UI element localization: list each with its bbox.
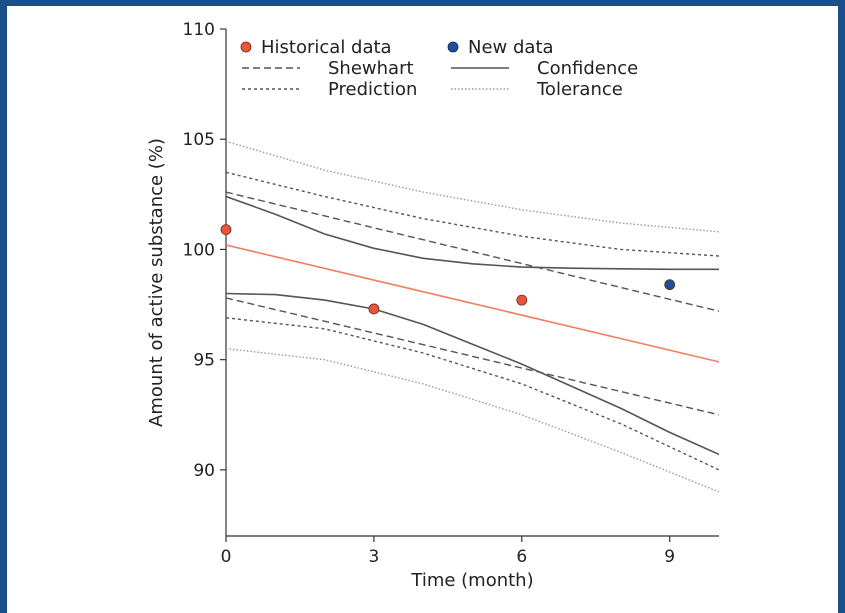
series-line-fit-0 <box>226 244 719 363</box>
legend-label-prediction: Prediction <box>328 79 417 100</box>
series-line-confidence-3 <box>226 195 719 271</box>
data-point-new-data-0 <box>664 279 676 291</box>
series-lines <box>226 140 719 493</box>
series-line-confidence-4 <box>226 292 719 456</box>
data-point-historical-data-1 <box>368 303 380 315</box>
x-tick-label-3: 3 <box>368 547 379 567</box>
legend-label-shewhart: Shewhart <box>328 58 414 79</box>
legend-marker-historical-data <box>240 41 252 53</box>
y-tick-label-95: 95 <box>193 351 215 371</box>
legend-label-new-data: New data <box>468 37 554 58</box>
legend-marker-new-data <box>447 41 459 53</box>
x-axis-title: Time (month) <box>410 570 533 591</box>
y-tick-label-100: 100 <box>183 240 215 260</box>
chart: 90 95 100 105 110 0 3 6 9 Time (month) Amount of a… <box>146 20 719 591</box>
y-tick-label-110: 110 <box>183 20 215 40</box>
data-point-historical-data-2 <box>516 294 528 306</box>
series-line-tolerance-7 <box>226 140 719 233</box>
series-line-shewhart-2 <box>226 297 719 416</box>
legend-label-confidence: Confidence <box>537 58 638 79</box>
series-line-shewhart-1 <box>226 191 719 312</box>
x-tick-label-6: 6 <box>516 547 527 567</box>
legend-label-historical-data: Historical data <box>261 37 392 58</box>
series-line-tolerance-8 <box>226 347 719 493</box>
series-line-prediction-5 <box>226 171 719 257</box>
y-tick-label-90: 90 <box>193 461 215 481</box>
legend-label-tolerance: Tolerance <box>536 79 623 100</box>
y-axis-title: Amount of active substance (%) <box>146 138 167 427</box>
x-tick-label-9: 9 <box>664 547 675 567</box>
y-tick-label-105: 105 <box>183 130 215 150</box>
data-point-historical-data-0 <box>220 224 232 235</box>
x-tick-label-0: 0 <box>221 547 232 567</box>
series-line-prediction-6 <box>226 317 719 471</box>
